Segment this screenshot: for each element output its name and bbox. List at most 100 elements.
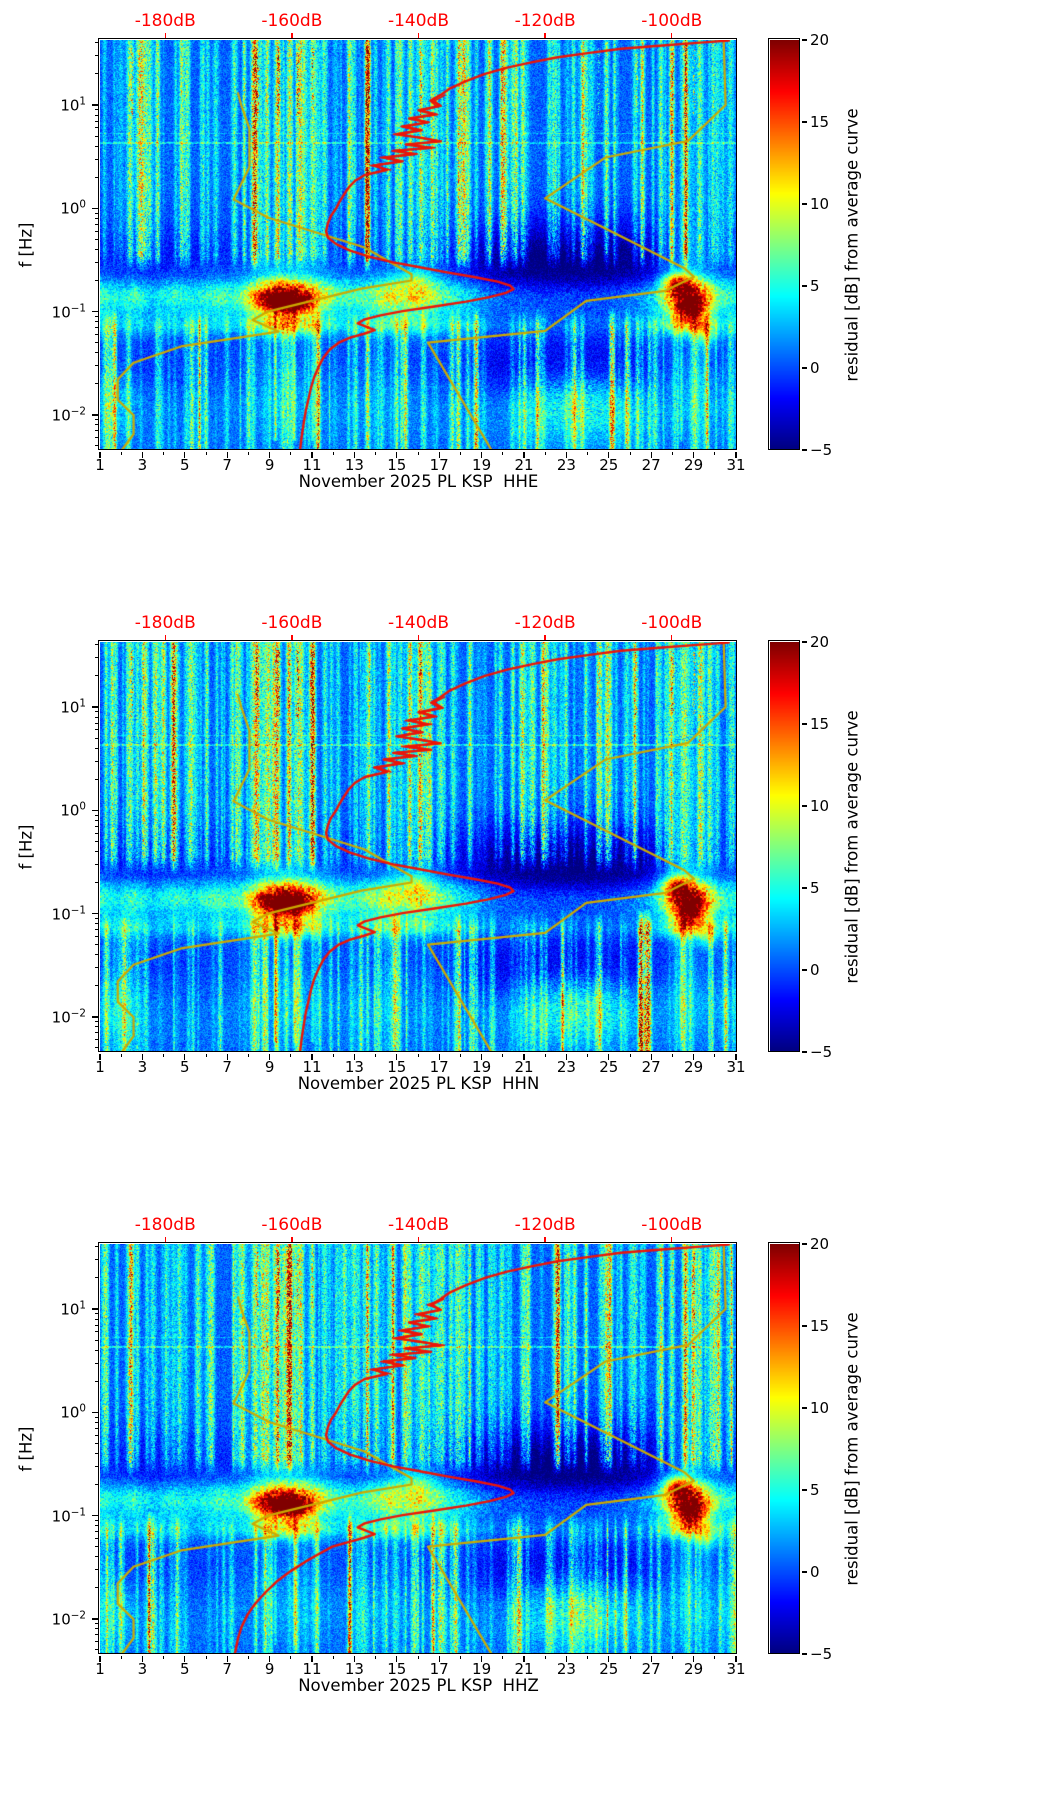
y-tick <box>92 809 99 811</box>
x-tick <box>608 451 610 458</box>
y-minor-tick <box>94 850 99 852</box>
y-tick-label: 10−2 <box>51 405 86 425</box>
top-axis-tick <box>417 1237 420 1243</box>
colorbar-tick <box>801 1653 808 1655</box>
y-minor-tick <box>94 230 99 232</box>
y-minor-tick <box>94 127 99 129</box>
y-minor-tick <box>94 120 99 122</box>
y-minor-tick <box>94 825 99 827</box>
x-tick <box>141 1053 144 1060</box>
y-minor-tick <box>94 1277 99 1279</box>
top-db-label: -140dB <box>387 613 450 633</box>
y-minor-tick <box>94 327 99 329</box>
x-minor-tick <box>163 1053 165 1058</box>
colorbar-tick-label: 0 <box>810 961 820 979</box>
y-minor-tick <box>94 917 99 919</box>
y-minor-tick <box>94 55 99 57</box>
y-tick-label: 10−1 <box>51 904 86 924</box>
x-minor-tick <box>544 1053 546 1058</box>
y-minor-tick <box>94 1634 99 1636</box>
y-minor-tick <box>94 1641 99 1643</box>
x-axis-title: November 2025 PL KSP HHN <box>297 1074 540 1093</box>
y-tick-label: 101 <box>60 95 86 115</box>
y-tick-label: 10−1 <box>51 1506 86 1526</box>
x-minor-tick <box>120 451 122 456</box>
colorbar-tick <box>801 203 808 205</box>
x-minor-tick <box>714 451 716 456</box>
colorbar-tick-label: 20 <box>810 633 830 651</box>
y-tick-label: 101 <box>60 697 86 717</box>
colorbar-tick <box>801 887 808 889</box>
x-tick <box>268 1053 271 1060</box>
y-minor-tick <box>94 212 99 214</box>
y-axis-title: f [Hz] <box>16 824 36 870</box>
x-minor-tick <box>544 1655 546 1660</box>
y-minor-tick <box>94 1531 99 1533</box>
x-tick <box>311 451 313 458</box>
top-axis-tick <box>671 33 673 39</box>
x-tick <box>268 1655 271 1662</box>
y-minor-tick <box>94 954 99 956</box>
colorbar-tick <box>801 1243 808 1245</box>
x-tick <box>565 1655 568 1662</box>
x-minor-tick <box>290 1655 292 1660</box>
colorbar-tick-label: 5 <box>810 879 820 897</box>
y-minor-tick <box>94 929 99 931</box>
y-minor-tick <box>94 737 99 739</box>
y-minor-tick <box>94 238 99 240</box>
x-tick <box>311 1655 313 1662</box>
top-db-label: -120dB <box>514 613 576 633</box>
colorbar-tick-label: 20 <box>810 1235 830 1253</box>
y-minor-tick <box>94 1318 99 1320</box>
top-db-label: -160dB <box>261 1215 323 1235</box>
colorbar-tick <box>801 285 808 287</box>
y-minor-tick <box>94 1416 99 1418</box>
y-minor-tick <box>94 1421 99 1423</box>
colorbar-tick <box>801 1407 808 1409</box>
y-minor-tick <box>94 1259 99 1261</box>
x-minor-tick <box>205 1053 207 1058</box>
y-tick <box>92 912 99 915</box>
x-minor-tick <box>290 451 292 456</box>
top-axis-tick <box>417 635 420 641</box>
colorbar-tick-label: 15 <box>810 715 830 733</box>
top-axis-tick <box>671 635 673 641</box>
x-minor-tick <box>120 1655 122 1660</box>
y-minor-tick <box>94 819 99 821</box>
y-minor-tick <box>94 711 99 713</box>
colorbar-tick <box>801 1489 808 1491</box>
x-tick <box>735 1655 737 1662</box>
y-minor-tick <box>94 1047 99 1049</box>
x-tick <box>438 1655 440 1662</box>
x-axis-title: November 2025 PL KSP HHE <box>298 472 539 491</box>
y-minor-tick <box>94 223 99 225</box>
colorbar-tick <box>801 121 808 123</box>
y-minor-tick <box>94 1623 99 1625</box>
x-minor-tick <box>163 1655 165 1660</box>
top-axis-tick <box>291 635 293 641</box>
x-minor-tick <box>332 1655 334 1660</box>
colorbar-tick-label: 0 <box>810 1563 820 1581</box>
y-minor-tick <box>94 1587 99 1589</box>
y-minor-tick <box>94 967 99 969</box>
y-tick-label: 10−1 <box>51 302 86 322</box>
x-tick <box>650 1655 652 1662</box>
spectrogram-panel-hhn: f [Hz] November 2025 PL KSP HHN residual… <box>0 602 1052 1204</box>
colorbar-tick <box>801 449 808 451</box>
x-minor-tick <box>163 451 165 456</box>
y-tick <box>92 1514 99 1517</box>
y-minor-tick <box>94 1331 99 1333</box>
y-minor-tick <box>94 923 99 925</box>
top-axis-tick <box>544 635 546 641</box>
x-tick <box>480 1655 483 1662</box>
x-tick <box>438 1053 440 1060</box>
colorbar-gradient <box>770 642 800 1052</box>
x-minor-tick <box>459 451 461 456</box>
x-tick <box>523 1655 525 1662</box>
y-minor-tick <box>94 1519 99 1521</box>
y-minor-tick <box>94 747 99 749</box>
y-minor-tick <box>94 644 99 646</box>
y-minor-tick <box>94 985 99 987</box>
x-tick <box>735 1053 737 1060</box>
colorbar-tick <box>801 723 808 725</box>
